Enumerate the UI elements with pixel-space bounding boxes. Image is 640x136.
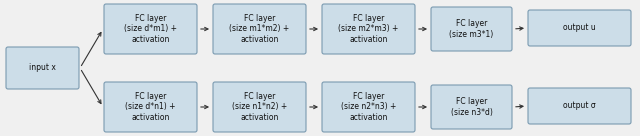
- Text: FC layer
(size m3*1): FC layer (size m3*1): [449, 19, 493, 39]
- Text: output σ: output σ: [563, 101, 596, 110]
- FancyBboxPatch shape: [104, 4, 197, 54]
- FancyBboxPatch shape: [213, 82, 306, 132]
- Text: FC layer
(size n1*n2) +
activation: FC layer (size n1*n2) + activation: [232, 92, 287, 122]
- Text: output u: output u: [563, 24, 596, 33]
- FancyBboxPatch shape: [104, 82, 197, 132]
- Text: FC layer
(size n3*d): FC layer (size n3*d): [451, 97, 492, 117]
- Text: input x: input x: [29, 64, 56, 72]
- FancyBboxPatch shape: [528, 88, 631, 124]
- Text: FC layer
(size d*n1) +
activation: FC layer (size d*n1) + activation: [125, 92, 176, 122]
- FancyBboxPatch shape: [431, 7, 512, 51]
- FancyBboxPatch shape: [431, 85, 512, 129]
- Text: FC layer
(size d*m1) +
activation: FC layer (size d*m1) + activation: [124, 14, 177, 44]
- Text: FC layer
(size m1*m2) +
activation: FC layer (size m1*m2) + activation: [229, 14, 290, 44]
- Text: FC layer
(size n2*n3) +
activation: FC layer (size n2*n3) + activation: [341, 92, 396, 122]
- FancyBboxPatch shape: [528, 10, 631, 46]
- FancyBboxPatch shape: [213, 4, 306, 54]
- Text: FC layer
(size m2*m3) +
activation: FC layer (size m2*m3) + activation: [339, 14, 399, 44]
- FancyBboxPatch shape: [322, 4, 415, 54]
- FancyBboxPatch shape: [6, 47, 79, 89]
- FancyBboxPatch shape: [322, 82, 415, 132]
